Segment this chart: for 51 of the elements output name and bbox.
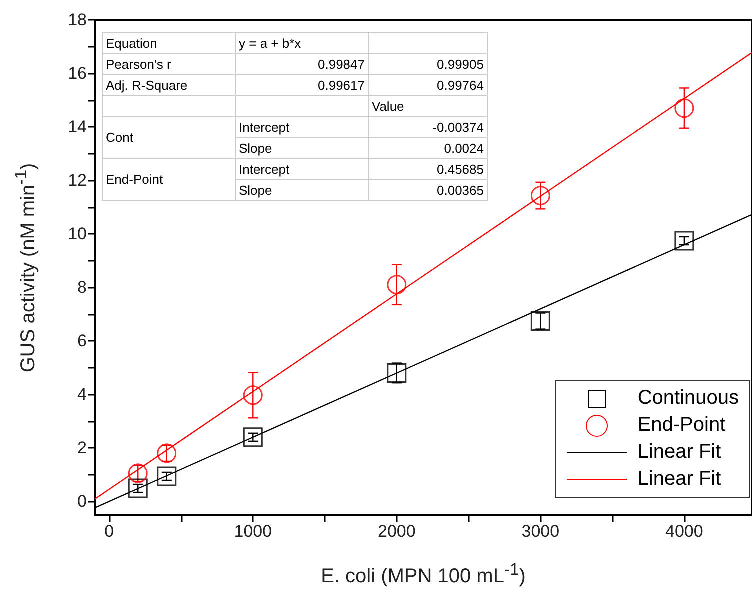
y-tick-label: 8 <box>78 278 87 298</box>
point <box>243 386 263 406</box>
annotation: Slope <box>236 138 368 158</box>
annotation: Equation <box>102 32 236 54</box>
legend-label: End-Point <box>638 414 726 437</box>
annotation: 0.99905 <box>368 54 488 74</box>
y-tick-label: 2 <box>78 438 87 458</box>
point <box>387 275 407 295</box>
y-tick-label: 10 <box>68 224 87 244</box>
annotation: Adj. R-Square <box>102 74 236 96</box>
y-tick-label: 0 <box>78 492 87 512</box>
x-tick-label: 2000 <box>378 522 416 541</box>
annotation: 0.99617 <box>236 74 368 96</box>
annotation: Slope <box>236 180 368 200</box>
y-tick-label: 18 <box>68 10 87 30</box>
annotation: End-Point <box>102 158 236 200</box>
point <box>530 312 550 332</box>
legend-label: Continuous <box>638 387 739 410</box>
annotation: 0.0024 <box>368 138 488 158</box>
annotation: 0.99764 <box>368 74 488 96</box>
annotation: Cont <box>102 116 236 158</box>
point <box>128 464 148 484</box>
x-tick-label: 4000 <box>666 522 704 541</box>
annotation: Intercept <box>236 158 368 180</box>
annotation: 0.00365 <box>368 180 488 200</box>
point <box>157 444 177 464</box>
y-tick-label: 16 <box>68 64 87 84</box>
y-tick-label: 14 <box>68 118 87 137</box>
point <box>530 186 550 206</box>
point <box>157 466 177 486</box>
point <box>674 231 694 251</box>
point <box>674 98 694 118</box>
annotation: Pearson's r <box>102 54 236 74</box>
point <box>387 363 407 383</box>
legend-label: Linear Fit <box>638 468 722 491</box>
x-tick-label: 1000 <box>234 522 272 541</box>
point <box>243 428 263 448</box>
legend-label: Linear Fit <box>638 441 722 464</box>
annotation: 0.45685 <box>368 158 488 180</box>
annotation: -0.00374 <box>368 116 488 138</box>
x-tick-label: 0 <box>104 522 114 541</box>
annotation: Intercept <box>236 116 368 138</box>
x-axis-title: E. coli (MPN 100 mL$^{-1}$) <box>320 560 527 589</box>
x-tick-label: 3000 <box>522 522 560 541</box>
y-tick-label: 12 <box>68 171 87 190</box>
y-tick-label: 6 <box>78 332 87 351</box>
annotation: y = a + b*x <box>236 32 368 54</box>
y-tick-label: 4 <box>78 385 87 404</box>
annotation: 0.99847 <box>236 54 368 74</box>
point <box>128 478 148 498</box>
annotation: Value <box>368 96 488 116</box>
